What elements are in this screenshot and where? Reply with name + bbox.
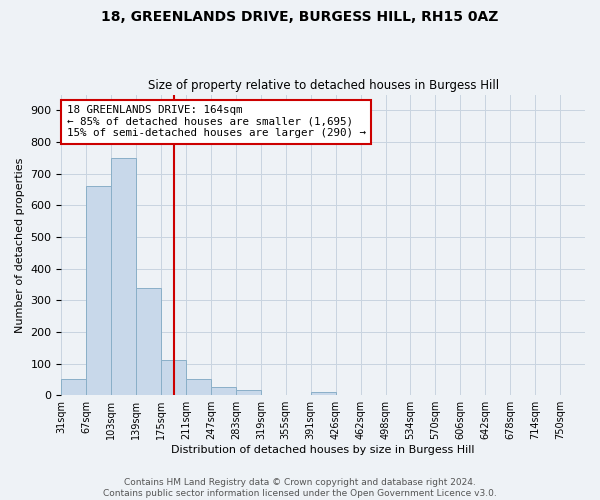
Bar	[136, 288, 161, 395]
Bar	[86, 186, 111, 395]
Title: Size of property relative to detached houses in Burgess Hill: Size of property relative to detached ho…	[148, 79, 499, 92]
Text: Contains HM Land Registry data © Crown copyright and database right 2024.
Contai: Contains HM Land Registry data © Crown c…	[103, 478, 497, 498]
X-axis label: Distribution of detached houses by size in Burgess Hill: Distribution of detached houses by size …	[172, 445, 475, 455]
Bar	[61, 380, 86, 395]
Bar	[311, 392, 335, 395]
Text: 18, GREENLANDS DRIVE, BURGESS HILL, RH15 0AZ: 18, GREENLANDS DRIVE, BURGESS HILL, RH15…	[101, 10, 499, 24]
Bar	[161, 360, 186, 395]
Bar	[111, 158, 136, 395]
Bar	[236, 390, 261, 395]
Bar	[186, 380, 211, 395]
Y-axis label: Number of detached properties: Number of detached properties	[15, 157, 25, 332]
Bar	[211, 388, 236, 395]
Text: 18 GREENLANDS DRIVE: 164sqm
← 85% of detached houses are smaller (1,695)
15% of : 18 GREENLANDS DRIVE: 164sqm ← 85% of det…	[67, 105, 365, 138]
